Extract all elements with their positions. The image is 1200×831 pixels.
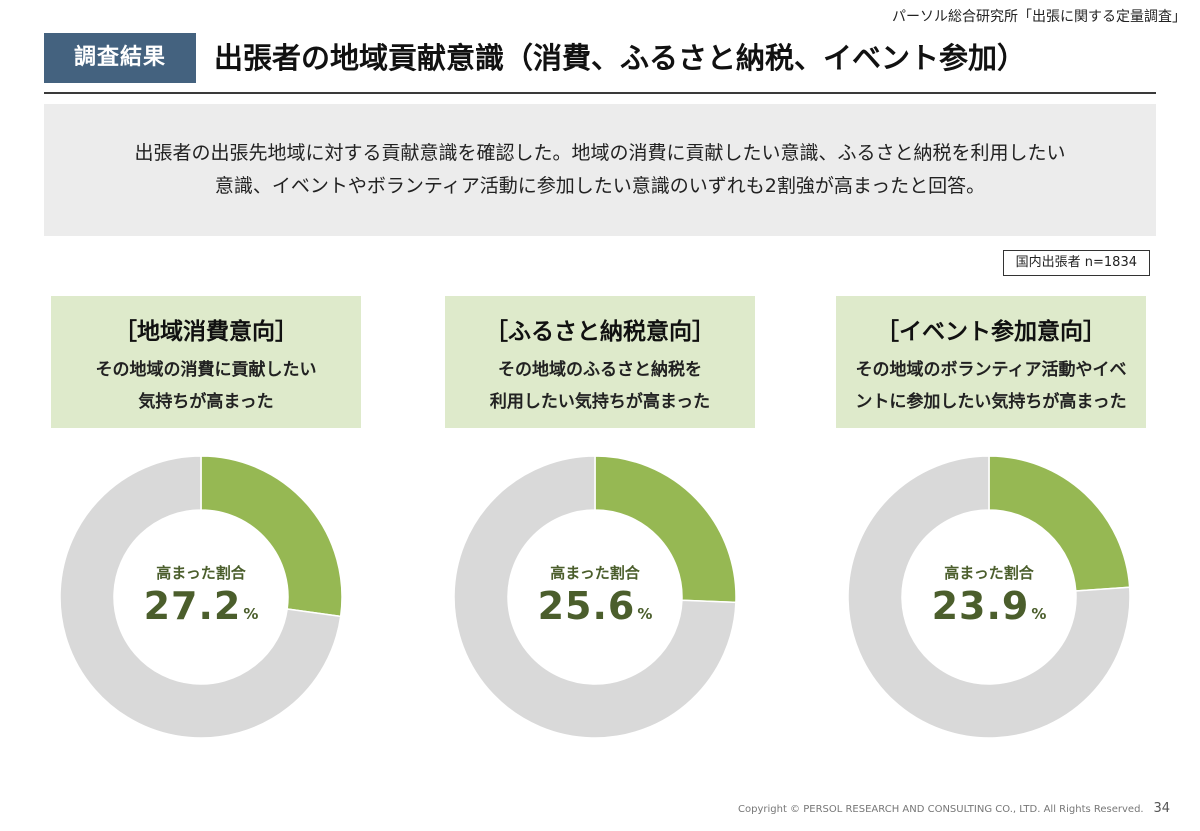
center-value: 23.9% xyxy=(848,584,1130,628)
panel-description-line-2: ントに参加したい気持ちが高まった xyxy=(855,392,1127,412)
panel-header: ［地域消費意向］ その地域の消費に貢献したい 気持ちが高まった xyxy=(51,296,361,428)
donut-chart-event-participation: 高まった割合 23.9% xyxy=(848,456,1130,738)
summary-box: 出張者の出張先地域に対する貢献意識を確認した。地域の消費に貢献したい意識、ふるさ… xyxy=(44,104,1156,236)
panel-description-line-1: その地域の消費に貢献したい xyxy=(95,360,317,380)
panel-event-participation: ［イベント参加意向］ その地域のボランティア活動やイベ ントに参加したい気持ちが… xyxy=(836,296,1146,428)
copyright-notice: Copyright © PERSOL RESEARCH AND CONSULTI… xyxy=(738,804,1144,815)
panel-regional-consumption: ［地域消費意向］ その地域の消費に貢献したい 気持ちが高まった xyxy=(51,296,361,428)
center-value-number: 27.2 xyxy=(143,584,242,628)
slice-increased xyxy=(200,456,342,618)
slice-increased xyxy=(988,456,1130,592)
source-note: パーソル総合研究所「出張に関する定量調査」 xyxy=(892,9,1186,25)
center-value-number: 23.9 xyxy=(931,584,1030,628)
donut-center: 高まった割合 25.6% xyxy=(454,456,736,738)
panel-furusato-tax: ［ふるさと納税意向］ その地域のふるさと納税を 利用したい気持ちが高まった xyxy=(445,296,755,428)
donut-chart-furusato-tax: 高まった割合 25.6% xyxy=(454,456,736,738)
summary-line-2: 意識、イベントやボランティア活動に参加したい意識のいずれも2割強が高まったと回答… xyxy=(214,175,986,197)
panel-header: ［ふるさと納税意向］ その地域のふるさと納税を 利用したい気持ちが高まった xyxy=(445,296,755,428)
center-value-unit: % xyxy=(243,605,259,623)
panel-title: ［ふるさと納税意向］ xyxy=(485,319,715,345)
donut-center: 高まった割合 27.2% xyxy=(60,456,342,738)
slice-other xyxy=(60,456,342,738)
donut-chart-regional-consumption: 高まった割合 27.2% xyxy=(60,456,342,738)
panel-description-line-1: その地域のボランティア活動やイベ xyxy=(855,360,1127,380)
center-value: 27.2% xyxy=(60,584,342,628)
panel-description-line-2: 気持ちが高まった xyxy=(138,392,274,412)
panel-title: ［イベント参加意向］ xyxy=(876,319,1106,345)
center-label: 高まった割合 xyxy=(550,564,640,582)
center-label: 高まった割合 xyxy=(944,564,1034,582)
panel-title: ［地域消費意向］ xyxy=(114,319,298,345)
donut-center: 高まった割合 23.9% xyxy=(848,456,1130,738)
center-value-unit: % xyxy=(637,605,653,623)
title-divider xyxy=(44,92,1156,94)
page-title: 出張者の地域貢献意識（消費、ふるさと納税、イベント参加） xyxy=(214,41,1027,75)
panel-description-line-2: 利用したい気持ちが高まった xyxy=(489,392,711,412)
section-tag: 調査結果 xyxy=(44,33,196,83)
panel-description-line-1: その地域のふるさと納税を xyxy=(498,360,702,380)
donut-svg xyxy=(454,456,736,738)
center-value: 25.6% xyxy=(454,584,736,628)
slice-other xyxy=(848,456,1130,738)
panel-header: ［イベント参加意向］ その地域のボランティア活動やイベ ントに参加したい気持ちが… xyxy=(836,296,1146,428)
sample-size-badge: 国内出張者 n=1834 xyxy=(1002,250,1150,276)
center-value-unit: % xyxy=(1031,605,1047,623)
center-value-number: 25.6 xyxy=(537,584,636,628)
page-number: 34 xyxy=(1153,801,1170,816)
summary-line-1: 出張者の出張先地域に対する貢献意識を確認した。地域の消費に貢献したい意識、ふるさ… xyxy=(134,142,1066,164)
donut-svg xyxy=(848,456,1130,738)
donut-svg xyxy=(60,456,342,738)
center-label: 高まった割合 xyxy=(156,564,246,582)
slice-other xyxy=(454,456,736,738)
